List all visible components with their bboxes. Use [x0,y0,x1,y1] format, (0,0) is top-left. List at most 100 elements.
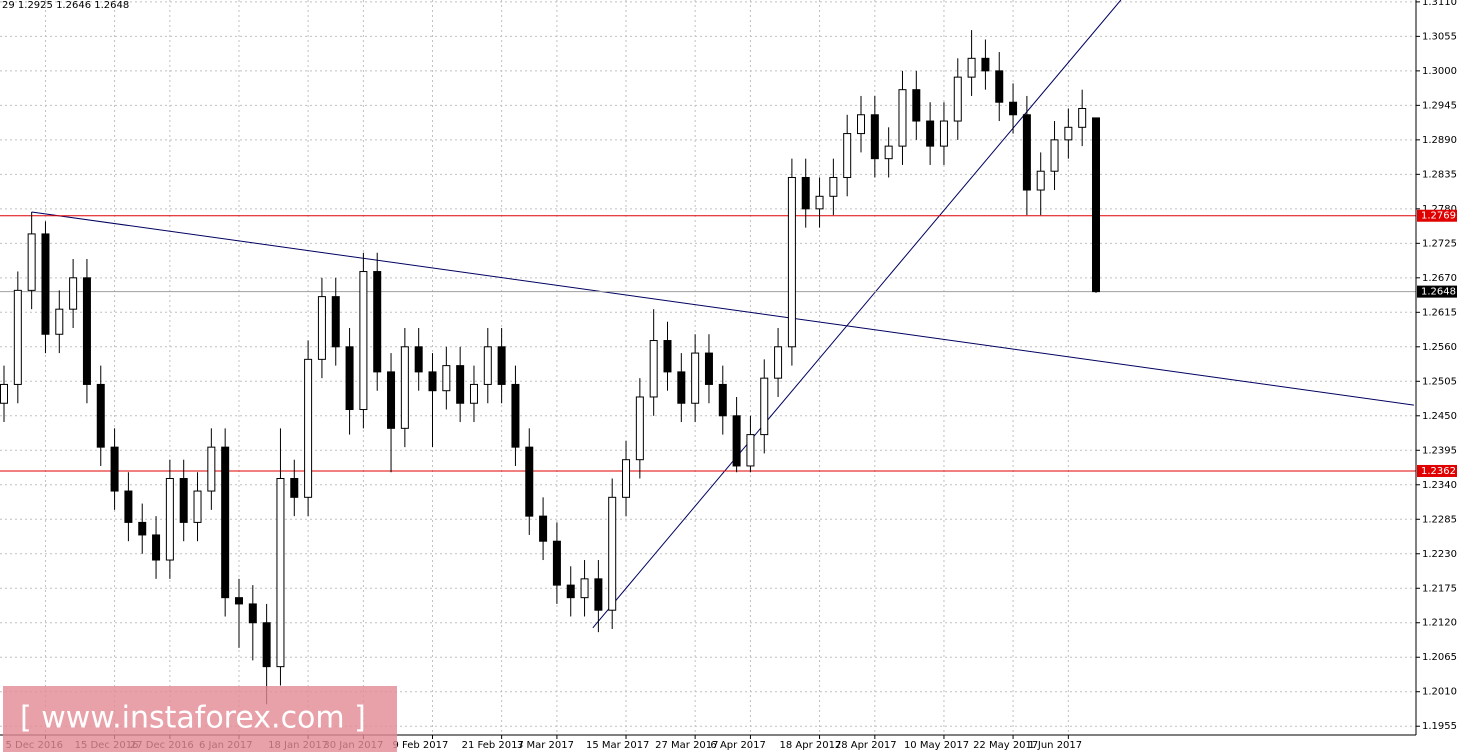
candle-body [262,622,271,668]
candle-body [165,478,174,561]
candle-body [152,534,161,561]
candle-body [442,365,451,392]
price-level-tag [1417,285,1457,298]
x-tick-label: 21 Feb 2017 [462,740,524,751]
candle-body [926,120,935,147]
x-tick-label: 18 Apr 2017 [780,740,842,751]
candle-body [552,540,561,586]
candle-body [1009,101,1018,116]
x-tick-label: 22 May 2017 [973,740,1038,751]
y-tick-label: 1.3110 [1422,0,1457,8]
candle-body [124,490,133,523]
y-tick-label: 1.2560 [1422,342,1457,353]
candle-body [234,597,243,605]
candle-body [13,289,22,385]
candle-body [594,578,603,611]
x-tick-label: 1 Jun 2017 [1028,740,1082,751]
x-tick-label: 15 Mar 2017 [586,740,649,751]
candle-body [179,478,188,523]
candle-body [939,120,948,147]
candle-body [345,346,354,411]
y-tick-label: 1.2010 [1422,687,1457,698]
y-tick-label: 1.2670 [1422,273,1457,284]
price-level-tag [1417,464,1457,477]
candle-body [82,277,91,385]
candle-body [96,383,105,448]
candle-body [981,57,990,72]
candle-body [27,233,36,291]
candle-body [912,89,921,122]
ohlc-header: 29 1.2925 1.2646 1.2648 [2,0,129,11]
candle-body [870,114,879,160]
candle-body [635,396,644,461]
candle-body [248,603,257,624]
y-tick-label: 1.2615 [1422,307,1457,318]
candle-body [525,446,534,517]
candle-body [207,446,216,492]
y-tick-label: 1.1955 [1422,721,1457,732]
candle-body [1064,126,1073,141]
candle-body [953,76,962,122]
candle-body [967,57,976,78]
y-tick-label: 1.2835 [1422,169,1457,180]
y-tick-label: 1.2175 [1422,583,1457,594]
y-tick-label: 1.2285 [1422,514,1457,525]
candle-body [746,434,755,467]
candle-body [815,195,824,210]
candle-body [69,277,78,310]
x-tick-label: 27 Mar 2017 [655,740,718,751]
candle-body [622,459,631,498]
candle-body [580,578,589,599]
candle-body [221,446,230,599]
y-tick-label: 1.2780 [1422,204,1457,215]
candle-body [1092,117,1100,293]
candle-body [414,346,423,373]
y-tick-label: 1.3000 [1422,66,1457,77]
candle-body [1050,139,1059,172]
candle-body [400,346,409,429]
y-tick-label: 1.2725 [1422,238,1457,249]
price-level-label: 1.2362 [1421,466,1456,477]
candle-body [428,371,437,392]
trendline [592,0,1122,629]
candle-body [539,515,548,542]
y-tick-label: 1.3055 [1422,31,1457,42]
candle-body [110,446,119,492]
candle-body [787,176,796,348]
candle-body [829,176,838,197]
x-tick-label: 28 Apr 2017 [835,740,897,751]
candle-body [276,478,285,668]
price-level-tag [1417,209,1457,222]
watermark-box [3,686,397,752]
candle-body [566,584,575,599]
y-tick-label: 1.2120 [1422,618,1457,629]
candle-body [995,70,1004,103]
candle-body [317,296,326,360]
price-level-label: 1.2648 [1421,287,1456,298]
candle-body [1078,107,1087,128]
candle-body [138,521,147,536]
trendline [31,211,1414,406]
candle-body [884,145,893,160]
candle-body [0,383,8,404]
candle-body [718,383,727,417]
x-tick-label: 6 Apr 2017 [710,740,765,751]
candle-body [691,352,700,404]
x-tick-label: 3 Mar 2017 [517,740,574,751]
candle-body [857,114,866,135]
y-tick-label: 1.2340 [1422,480,1457,491]
candle-body [608,496,617,611]
x-tick-label: 9 Feb 2017 [393,740,449,751]
candle-body [469,383,478,404]
candle-body [456,365,465,404]
candle-body [55,308,64,335]
candle-body [704,352,713,385]
candle-body [760,377,769,436]
y-tick-label: 1.2945 [1422,100,1457,111]
candle-body [359,271,368,411]
candle-body [732,415,741,467]
candle-body [801,176,810,210]
y-tick-label: 1.2395 [1422,445,1457,456]
